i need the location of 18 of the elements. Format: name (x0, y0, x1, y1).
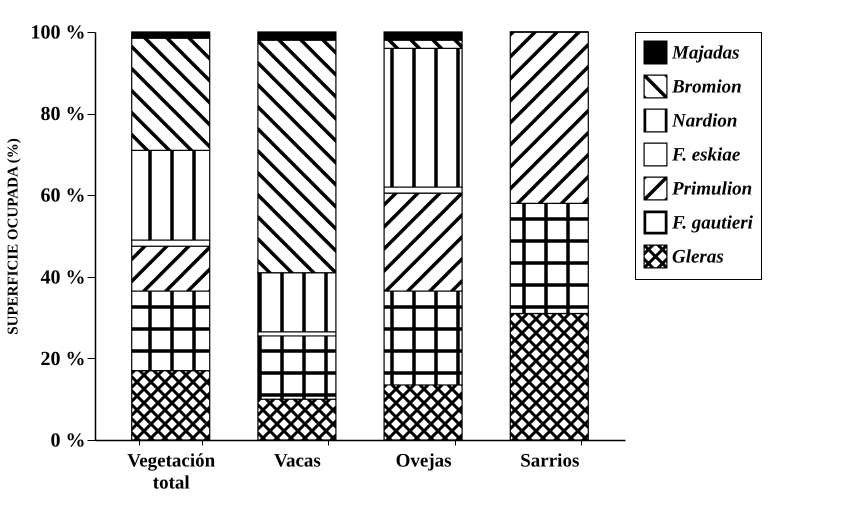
legend-label: Gleras (672, 246, 724, 268)
x-tick-label: Ovejas (396, 450, 452, 472)
y-axis-title: SUPERFICIE OCUPADA (%) (6, 138, 22, 335)
x-tick-label: Vacas (274, 450, 321, 472)
y-tick-label: 0 % (50, 430, 86, 452)
y-tick-label: 60 % (40, 184, 86, 207)
legend-label: Bromion (671, 76, 742, 98)
legend-label: F. gautieri (671, 212, 754, 234)
legend-label: Majadas (671, 42, 740, 64)
y-tick-label: 20 % (40, 348, 86, 370)
legend-label: F. eskiae (671, 144, 741, 166)
x-tick-label: Sarrios (520, 450, 580, 472)
y-tick-label: 40 % (40, 266, 86, 288)
x-tick-label: Vegetación total (127, 450, 216, 494)
y-tick-label: 100 % (30, 22, 86, 44)
y-tick-label: 80 % (40, 103, 86, 126)
legend-label: Nardion (671, 110, 738, 132)
legend-label: Primulion (671, 178, 752, 200)
